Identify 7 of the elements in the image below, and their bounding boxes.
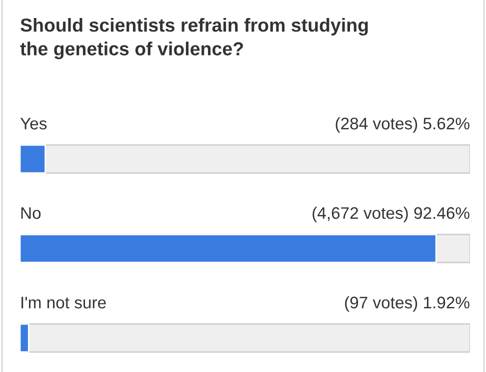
data-label: (4,672 votes) 92.46% [312,206,470,222]
chart-title: Should scientists refrain from studying the genetics of violence? [20,18,368,60]
data-label: (284 votes) 5.62% [336,117,470,133]
y-tick-label: Yes [20,118,47,130]
y-tick-label: No [21,207,41,219]
y-tick-label: I'm not sure [22,296,106,308]
data-label: (97 votes) 1.92% [345,296,470,312]
